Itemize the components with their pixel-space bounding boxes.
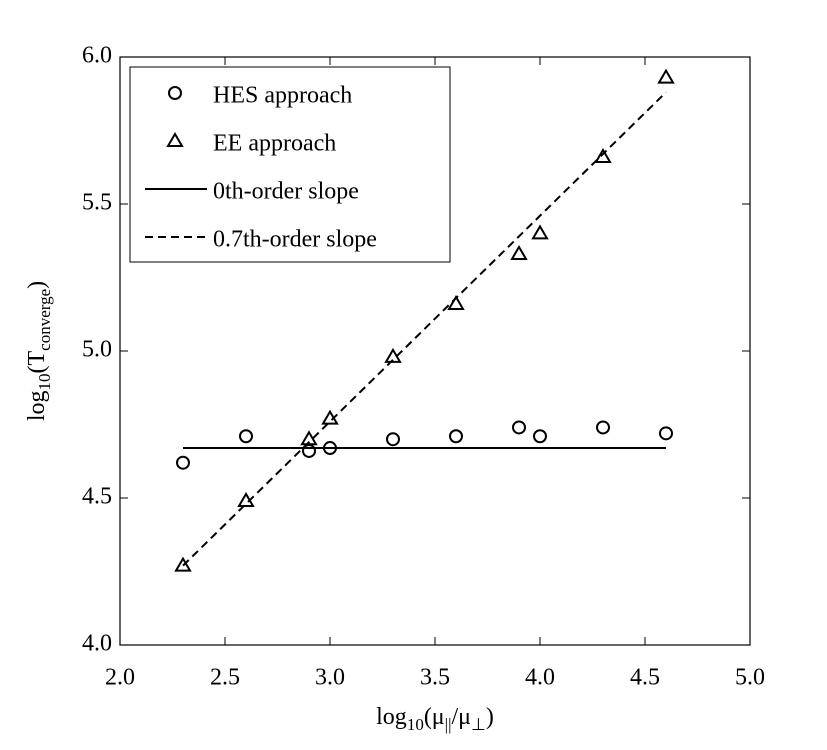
ylabel-part: 10 — [35, 373, 54, 390]
legend-marker — [166, 132, 184, 147]
xlabel-part: ⊥ — [471, 715, 486, 734]
legend-marker — [168, 86, 182, 100]
x-tick-label: 2.0 — [105, 665, 135, 691]
legend-label: 0th-order slope — [213, 179, 359, 205]
xlabel-part: /μ — [451, 704, 471, 730]
x-tick-label: 4.5 — [630, 665, 660, 691]
ylabel-part: converge — [35, 289, 54, 351]
xlabel: log10(μ||/μ⊥) — [376, 704, 494, 734]
x-tick-label: 3.0 — [315, 665, 345, 691]
ylabel-part: ) — [24, 281, 50, 289]
y-tick-label: 4.5 — [82, 484, 112, 510]
point — [174, 556, 192, 572]
xlabel-part: ) — [486, 704, 494, 730]
y-tick-label: 4.0 — [82, 631, 112, 657]
xlabel-part: (μ — [424, 704, 445, 730]
ylabel-part: log — [24, 390, 50, 421]
xlabel-part: || — [445, 715, 452, 734]
x-tick-label: 2.5 — [210, 665, 240, 691]
point — [657, 68, 675, 84]
point — [447, 294, 465, 310]
point — [659, 426, 673, 441]
x-tick-label: 5.0 — [735, 665, 765, 691]
y-tick-label: 5.0 — [82, 337, 112, 363]
legend-label: EE approach — [213, 131, 336, 157]
ylabel-part: (T — [24, 351, 50, 374]
point — [386, 432, 400, 447]
legend-box — [129, 66, 451, 263]
point — [533, 429, 547, 444]
point — [531, 224, 549, 240]
point — [239, 429, 253, 444]
y-tick-label: 6.0 — [82, 43, 112, 69]
x-tick-label: 3.5 — [420, 665, 450, 691]
point — [512, 420, 526, 435]
point — [510, 244, 528, 260]
point — [594, 147, 612, 163]
point — [596, 420, 610, 435]
xlabel-part: log — [376, 704, 407, 730]
point — [300, 430, 318, 446]
xlabel-part: 10 — [407, 715, 424, 734]
y-tick-label: 5.5 — [82, 190, 112, 216]
point — [176, 455, 190, 470]
legend-label: 0.7th-order slope — [213, 227, 377, 253]
line — [182, 91, 667, 567]
legend-label: HES approach — [213, 83, 352, 109]
ylabel: log10(Tconverge) — [24, 281, 54, 421]
point — [449, 429, 463, 444]
x-tick-label: 4.0 — [525, 665, 555, 691]
